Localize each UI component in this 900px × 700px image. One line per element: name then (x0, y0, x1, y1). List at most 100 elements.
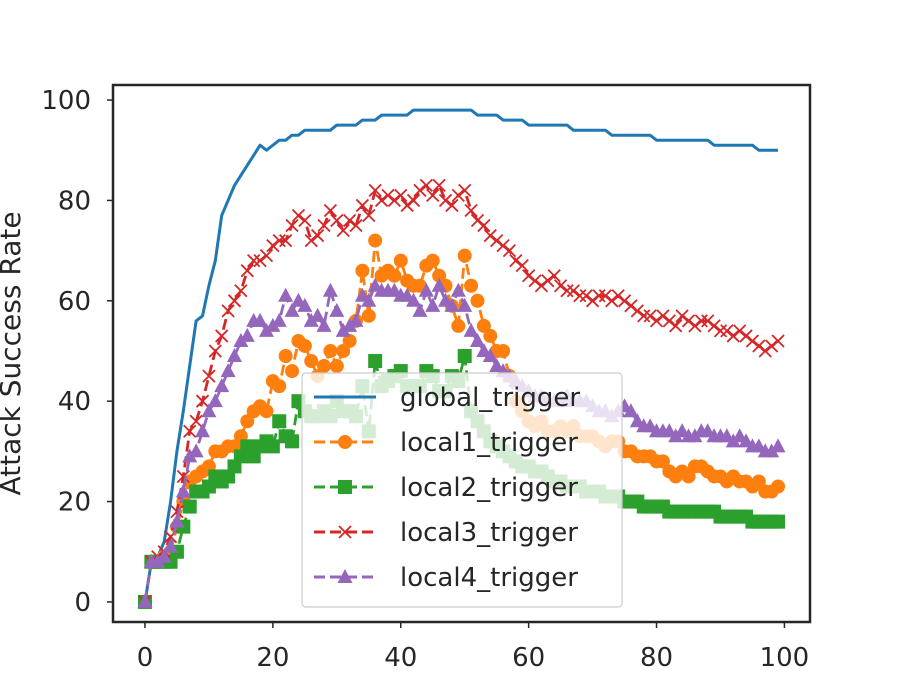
data-point-local1_trigger (323, 343, 338, 358)
data-point-local1_trigger (425, 253, 440, 268)
data-point-local1_trigger (342, 333, 357, 348)
data-point-local3_trigger (509, 254, 523, 268)
data-point-local3_trigger (330, 213, 344, 228)
data-point-local4_trigger (348, 312, 364, 327)
data-point-local3_trigger (291, 208, 306, 223)
data-point-local3_trigger (573, 289, 587, 303)
data-point-local3_trigger (387, 193, 401, 208)
data-point-local3_trigger (675, 309, 689, 323)
data-point-local3_trigger (419, 178, 433, 193)
data-point-local1_trigger (751, 474, 766, 489)
y-tick-label: 60 (58, 287, 91, 317)
data-point-local3_trigger (752, 339, 766, 353)
data-point-local3_trigger (336, 223, 350, 238)
data-point-local3_trigger (445, 198, 459, 213)
data-point-local1_trigger (496, 343, 511, 358)
data-point-local3_trigger (323, 203, 338, 218)
data-point-local1_trigger (361, 308, 376, 323)
data-point-local3_trigger (617, 294, 632, 308)
data-point-local4_trigger (163, 538, 179, 553)
data-point-local3_trigger (560, 284, 574, 298)
data-point-local4_trigger (214, 378, 230, 393)
data-point-local3_trigger (458, 183, 472, 198)
data-point-local3_trigger (669, 319, 683, 333)
data-point-local1_trigger (278, 349, 293, 364)
data-point-local1_trigger (476, 318, 491, 333)
data-point-local3_trigger (547, 269, 561, 283)
data-point-local3_trigger (349, 218, 363, 233)
data-point-local3_trigger (656, 309, 670, 323)
data-point-local4_trigger (316, 317, 332, 332)
data-point-local3_trigger (208, 344, 222, 358)
legend-item-local4_trigger: local4_trigger (314, 563, 578, 593)
data-point-local3_trigger (477, 218, 491, 233)
data-point-local3_trigger (195, 394, 210, 408)
data-point-local3_trigger (406, 193, 421, 208)
data-point-local4_trigger (207, 393, 223, 408)
data-point-local4_trigger (469, 332, 485, 347)
data-point-local4_trigger (463, 322, 479, 337)
data-point-local4_trigger (169, 513, 185, 528)
legend-marker (338, 525, 352, 539)
data-point-local4_trigger (418, 282, 434, 297)
data-point-local3_trigger (285, 218, 299, 233)
data-point-local1_trigger (451, 318, 466, 333)
x-tick-label: 100 (760, 643, 810, 673)
data-point-local3_trigger (374, 193, 389, 208)
legend-marker (338, 435, 352, 449)
x-tick-label: 0 (137, 643, 154, 673)
data-point-local1_trigger (329, 359, 344, 374)
data-point-local1_trigger (259, 404, 274, 419)
data-point-local4_trigger (284, 302, 300, 317)
data-point-local3_trigger (490, 233, 504, 248)
data-point-local3_trigger (515, 259, 529, 273)
data-point-local4_trigger (188, 443, 204, 458)
data-point-local3_trigger (183, 424, 197, 438)
data-point-local1_trigger (297, 338, 312, 353)
data-point-local1_trigger (285, 364, 300, 379)
x-tick-label: 40 (384, 643, 417, 673)
data-point-local3_trigger (681, 314, 696, 328)
data-point-local2_trigger (771, 514, 786, 529)
data-point-local3_trigger (707, 319, 721, 333)
data-point-local4_trigger (175, 483, 191, 498)
data-point-local3_trigger (713, 324, 728, 338)
data-point-local3_trigger (720, 324, 734, 338)
data-point-local3_trigger (688, 319, 702, 333)
data-point-local3_trigger (624, 299, 638, 313)
data-point-local3_trigger (496, 238, 510, 253)
data-point-local1_trigger (317, 359, 332, 374)
legend-label: local1_trigger (400, 428, 578, 458)
data-point-local3_trigger (534, 279, 549, 293)
data-point-local3_trigger (234, 284, 248, 298)
data-point-local4_trigger (137, 593, 153, 608)
legend-item-local2_trigger: local2_trigger (314, 473, 578, 503)
data-point-local4_trigger (322, 282, 338, 297)
data-point-local2_trigger (368, 354, 383, 369)
data-point-local1_trigger (272, 379, 287, 394)
legend-marker (338, 480, 352, 494)
data-point-local3_trigger (279, 233, 293, 248)
data-point-local3_trigger (247, 254, 261, 268)
data-point-local3_trigger (483, 228, 497, 243)
data-point-local4_trigger (482, 348, 498, 363)
data-point-local3_trigger (758, 344, 772, 358)
data-point-local2_trigger (265, 439, 280, 454)
data-point-local1_trigger (304, 354, 319, 369)
data-point-local3_trigger (176, 469, 190, 484)
data-point-local3_trigger (170, 504, 184, 519)
y-tick-label: 20 (58, 488, 91, 518)
data-point-local4_trigger (239, 327, 255, 342)
x-tick-label: 20 (256, 643, 289, 673)
data-point-local1_trigger (655, 454, 670, 469)
data-point-local3_trigger (522, 269, 536, 283)
data-point-local3_trigger (579, 289, 593, 303)
data-point-local4_trigger (297, 297, 313, 312)
legend-label: local4_trigger (400, 563, 578, 593)
data-point-local4_trigger (195, 423, 211, 438)
data-point-local1_trigger (387, 268, 402, 283)
data-point-local3_trigger (553, 279, 568, 293)
data-point-local3_trigger (611, 289, 625, 303)
data-point-local3_trigger (726, 329, 740, 343)
